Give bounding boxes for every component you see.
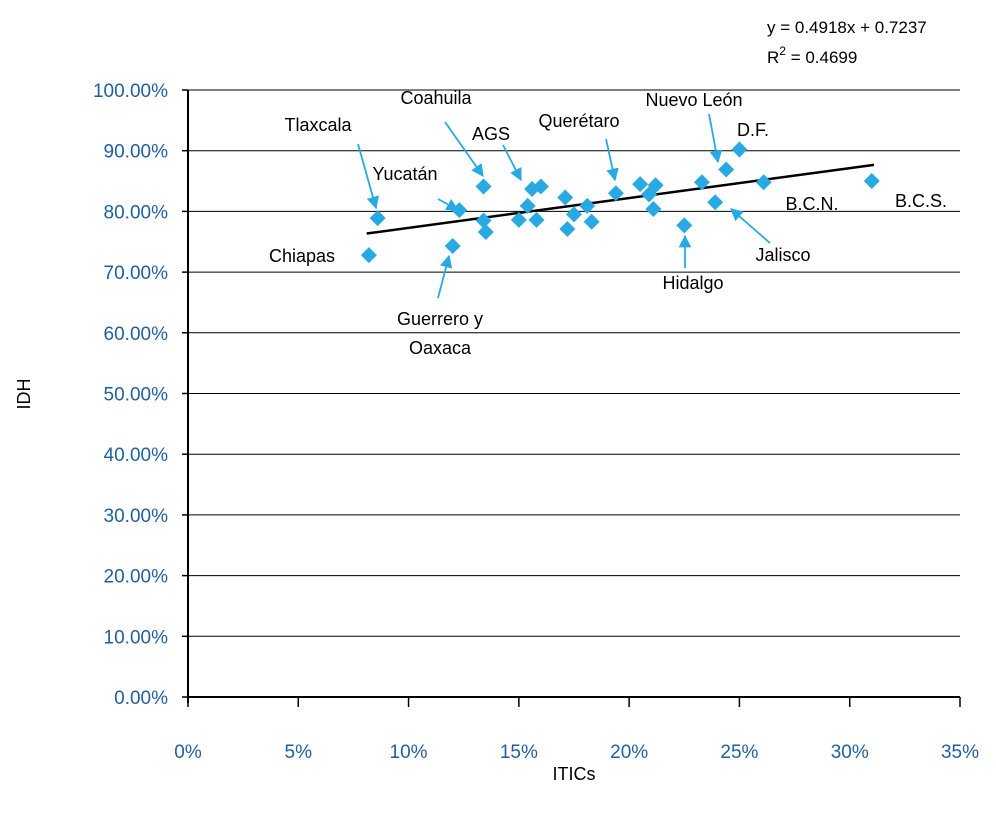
- annotation-label: D.F.: [737, 120, 769, 140]
- data-point: [519, 197, 536, 214]
- x-tick-label: 30%: [831, 742, 869, 763]
- data-point: [557, 189, 574, 206]
- data-point: [444, 237, 461, 254]
- annotation-label: Coahuila: [400, 88, 472, 108]
- annotation-label: Nuevo León: [645, 90, 742, 110]
- x-tick-label: 15%: [500, 742, 538, 763]
- y-tick-label: 70.00%: [104, 263, 169, 284]
- data-point: [755, 174, 772, 191]
- y-tick-label: 30.00%: [104, 506, 169, 527]
- data-point: [566, 206, 582, 223]
- annotation-label: Oaxaca: [409, 338, 472, 358]
- x-tick-label: 25%: [720, 742, 758, 763]
- y-axis-title: IDH: [14, 379, 34, 410]
- data-point: [693, 174, 710, 191]
- grid-lines: [188, 89, 960, 637]
- r-squared-value: = 0.4699: [786, 48, 857, 67]
- trendline-equation: y = 0.4918x + 0.7237: [767, 18, 927, 37]
- data-point: [528, 211, 545, 228]
- annotation-label: Tlaxcala: [284, 115, 352, 135]
- data-point: [579, 197, 596, 214]
- y-tick-label: 10.00%: [104, 627, 169, 648]
- annotation-label: Chiapas: [269, 246, 335, 266]
- y-tick-label: 0.00%: [114, 688, 168, 709]
- data-point: [863, 173, 880, 190]
- annotation-arrow: [502, 144, 522, 182]
- annotation-arrow: [708, 113, 723, 164]
- annotation-arrow: [444, 121, 484, 178]
- data-point: [647, 177, 664, 194]
- data-point: [718, 161, 735, 178]
- r-squared-label: R2 = 0.4699: [767, 44, 857, 67]
- y-tick-label: 40.00%: [104, 445, 169, 466]
- data-point: [632, 176, 649, 193]
- annotation-arrow: [730, 208, 771, 244]
- data-point: [583, 213, 600, 230]
- data-point: [369, 210, 386, 227]
- data-point: [731, 141, 748, 158]
- annotation-arrow: [437, 198, 460, 211]
- data-points: [360, 141, 880, 264]
- data-point: [475, 212, 492, 229]
- data-point: [451, 202, 468, 219]
- x-tick-label: 20%: [610, 742, 648, 763]
- annotation-arrows: [357, 113, 771, 299]
- trendline: [366, 163, 875, 235]
- annotation-arrow: [357, 143, 379, 210]
- x-tick-label: 10%: [390, 742, 428, 763]
- annotation-label: Jalisco: [755, 245, 810, 265]
- x-axis-title: ITICs: [553, 764, 596, 784]
- data-point: [360, 247, 377, 264]
- y-tick-label: 80.00%: [104, 202, 169, 223]
- annotation-label: Hidalgo: [662, 273, 723, 293]
- x-tick-label: 0%: [174, 742, 202, 763]
- annotation-arrow: [437, 254, 453, 299]
- r-squared-r: R: [767, 48, 779, 67]
- axes: 0.00% 10.00% 20.00% 30.00% 40.00% 50.00% 60.00…: [93, 81, 979, 763]
- annotation-label: B.C.N.: [785, 194, 838, 214]
- y-tick-label: 50.00%: [104, 385, 169, 406]
- data-point: [607, 185, 624, 202]
- r-squared-exponent: 2: [779, 44, 786, 58]
- annotation-label: B.C.S.: [895, 191, 947, 211]
- y-tick-label: 100.00%: [93, 81, 168, 102]
- x-tick-label: 5%: [285, 742, 313, 763]
- annotation-label: Yucatán: [372, 164, 437, 184]
- data-point: [559, 221, 576, 238]
- data-point: [510, 211, 527, 228]
- data-point: [645, 200, 662, 217]
- data-point: [532, 178, 549, 195]
- data-point: [475, 178, 492, 195]
- x-tick-label: 35%: [941, 742, 979, 763]
- y-tick-label: 90.00%: [104, 142, 169, 163]
- data-point: [676, 217, 693, 234]
- annotation-label: AGS: [472, 124, 510, 144]
- y-tick-label: 20.00%: [104, 567, 169, 588]
- annotation-label: Querétaro: [538, 111, 619, 131]
- data-point: [707, 194, 724, 211]
- trendline-layer: [366, 163, 875, 235]
- annotation-labels: Tlaxcala Coahuila Yucatán AGS Querétaro Nuevo…: [269, 88, 947, 358]
- y-tick-label: 60.00%: [104, 324, 169, 345]
- data-point: [477, 224, 494, 241]
- annotation-label: Guerrero y: [397, 309, 483, 329]
- annotation-arrow: [605, 138, 619, 182]
